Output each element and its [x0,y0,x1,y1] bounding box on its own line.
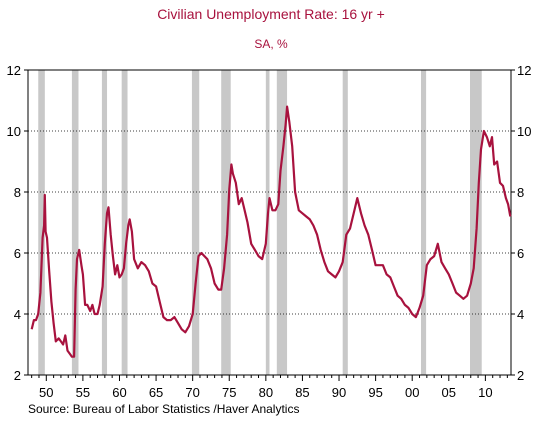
recession-band-0 [38,70,45,375]
y-axis-ticks: 2 2 4 4 6 6 8 8 10 10 12 12 [7,63,532,383]
ytick-left-label-8: 8 [14,185,21,200]
ytick-right-label-2: 2 [517,368,524,383]
ytick-left-label-2: 2 [14,368,21,383]
xtick-label-1950: 50 [39,385,53,400]
xtick-label-1980: 80 [259,385,273,400]
source-note: Source: Bureau of Labor Statistics /Have… [28,402,299,416]
recession-bands [38,70,482,375]
ytick-left-label-4: 4 [14,307,21,322]
xtick-label-2010: 10 [478,385,492,400]
x-axis-ticks: 50 55 60 65 70 75 80 85 90 95 00 05 10 [31,375,508,400]
recession-band-7 [276,70,288,375]
chart-title: Civilian Unemployment Rate: 16 yr + [157,6,385,22]
xtick-label-1970: 70 [185,385,199,400]
xtick-label-1960: 60 [112,385,126,400]
xtick-label-1985: 85 [295,385,309,400]
ytick-right-label-12: 12 [517,63,531,78]
chart-subtitle: SA, % [254,37,288,51]
recession-band-1 [71,70,79,375]
ytick-left-label-10: 10 [7,124,21,139]
recession-band-4 [191,70,200,375]
ytick-right-label-6: 6 [517,246,524,261]
xtick-label-1965: 65 [149,385,163,400]
ytick-left-label-6: 6 [14,246,21,261]
xtick-label-1975: 75 [222,385,236,400]
recession-band-5 [221,70,231,375]
ytick-right-label-10: 10 [517,124,531,139]
series-layer [30,105,512,358]
xtick-label-2005: 05 [442,385,456,400]
ytick-right-label-4: 4 [517,307,524,322]
recession-band-9 [420,70,427,375]
xtick-label-1995: 95 [368,385,382,400]
ytick-right-label-8: 8 [517,185,524,200]
recession-band-2 [101,70,108,375]
ytick-left-label-12: 12 [7,63,21,78]
xtick-label-1955: 55 [76,385,90,400]
recession-band-3 [121,70,128,375]
recession-band-8 [342,70,348,375]
gridlines [28,130,511,315]
xtick-label-1990: 90 [332,385,346,400]
series-line-0 [30,105,512,358]
plot-frame [27,69,512,376]
xtick-label-2000: 00 [405,385,419,400]
